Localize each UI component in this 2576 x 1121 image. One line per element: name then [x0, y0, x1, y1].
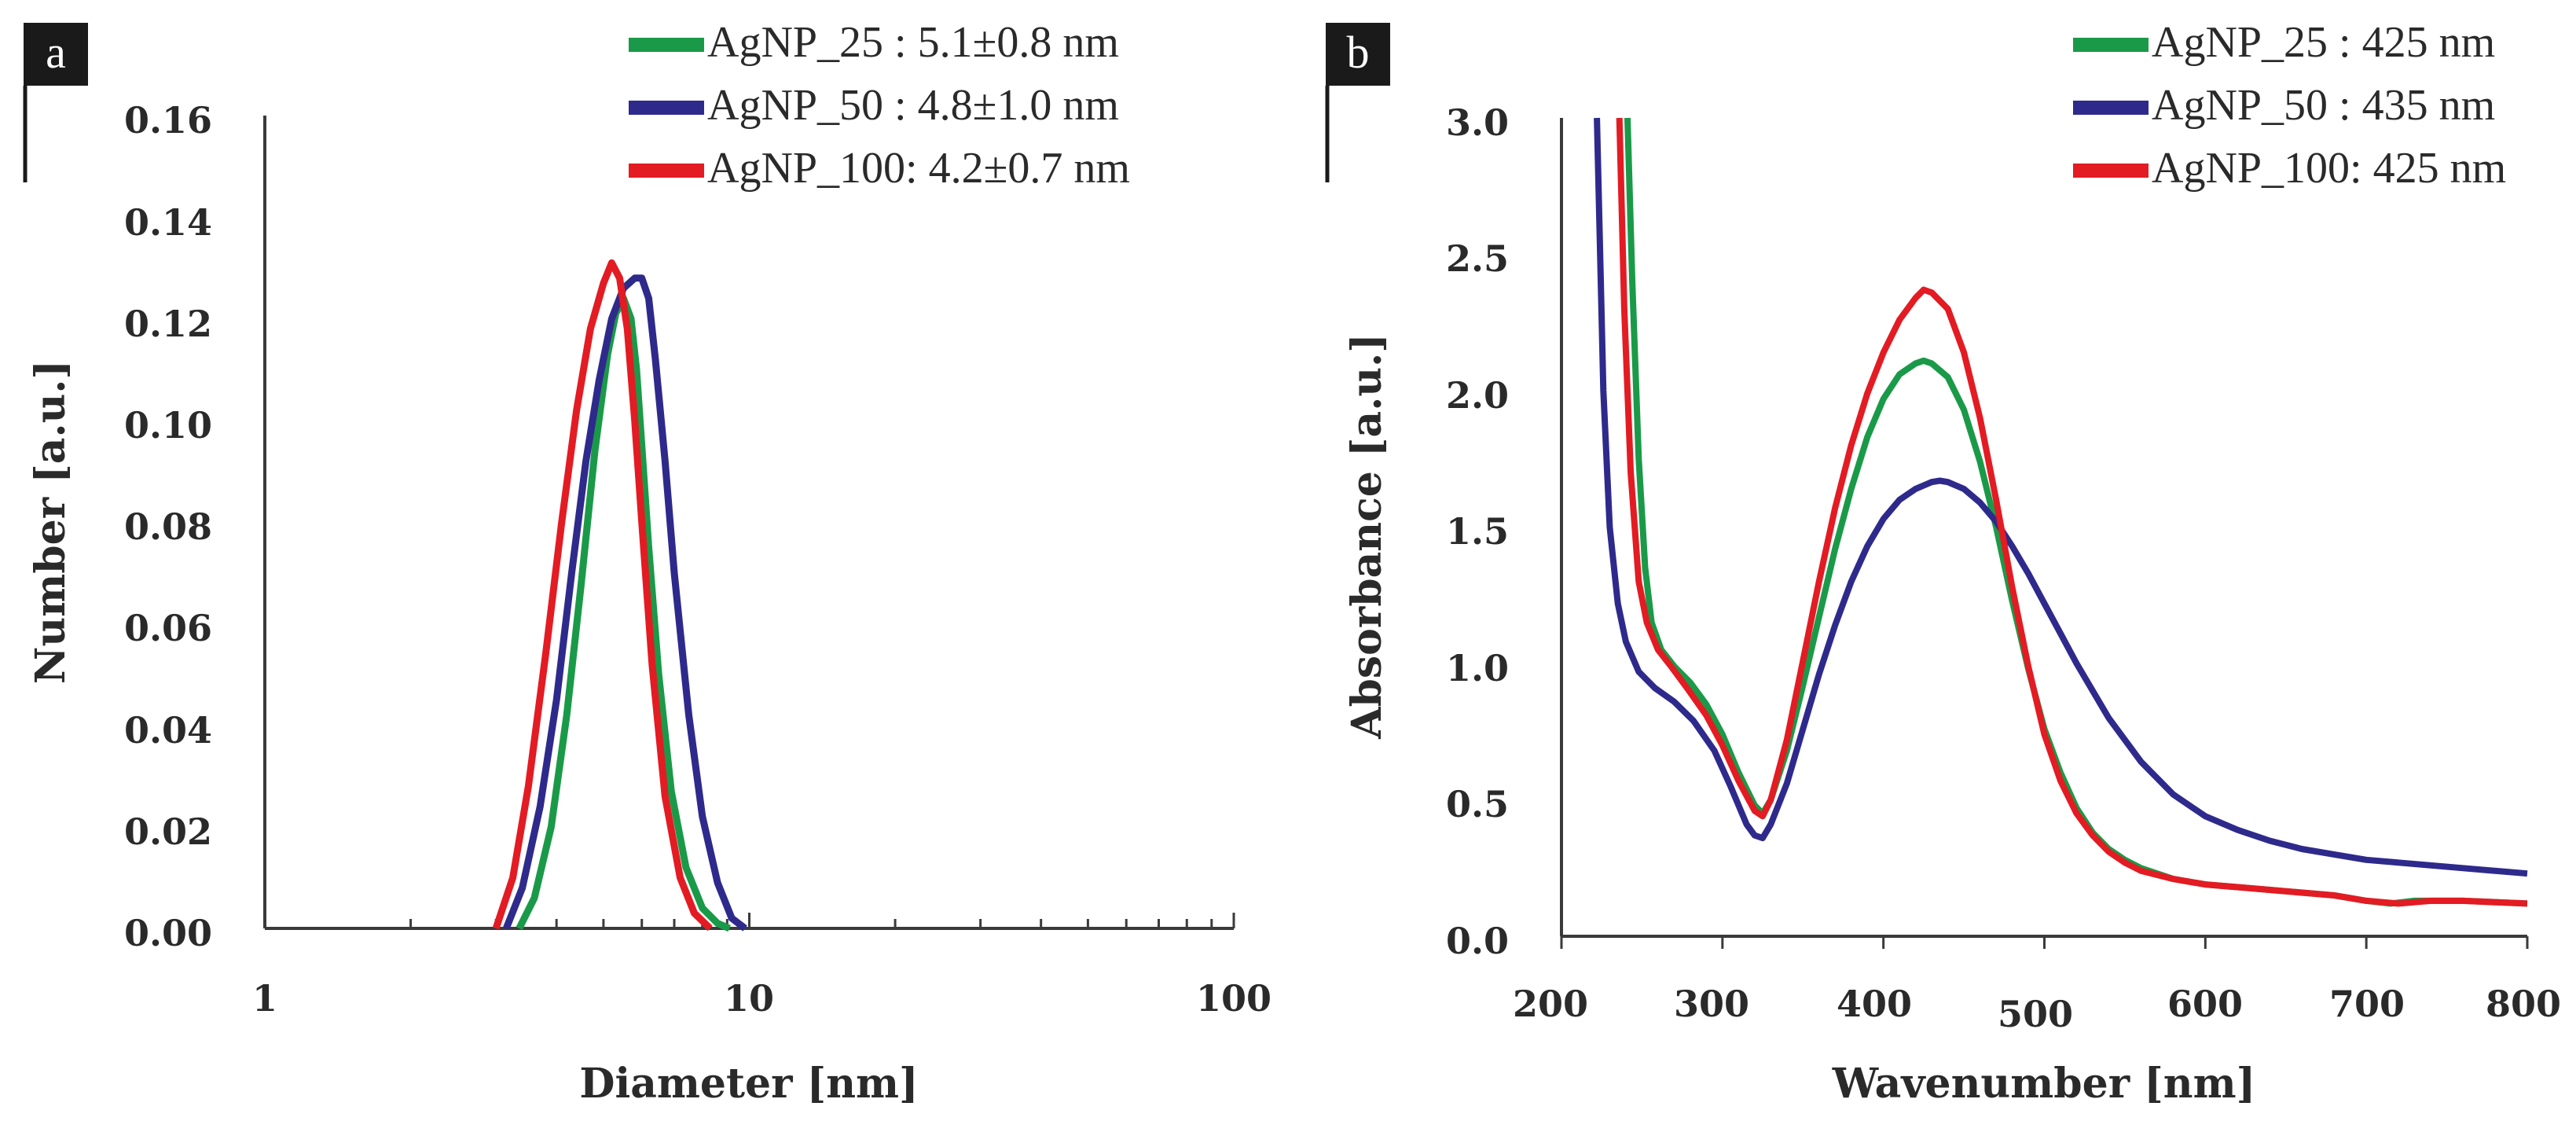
panel-a-legend-text: AgNP_100: 4.2±0.7 nm — [707, 144, 1130, 193]
panel-b-axes — [1560, 118, 2529, 949]
panel-b-label: b — [1347, 27, 1370, 78]
panel-b-ytick-label: 2.0 — [1446, 374, 1509, 417]
panel-a: a 0.16 0.14 0.12 0.10 0.08 0.06 0.04 0.0… — [23, 18, 1271, 1108]
panel-a-ytick-label: 0.14 — [124, 201, 212, 244]
panel-b-ytick-label: 3.0 — [1446, 101, 1509, 144]
panel-b-x-axis-label: Wavenumber [nm] — [1832, 1060, 2255, 1108]
panel-b-ytick-label: 0.5 — [1446, 783, 1509, 825]
panel-b-legend-text: AgNP_50 : 435 nm — [2152, 81, 2495, 130]
panel-a-ytick-label: 0.06 — [124, 607, 212, 649]
panel-b-legend-swatch — [2073, 101, 2149, 115]
panel-a-legend-text: AgNP_50 : 4.8±1.0 nm — [707, 81, 1119, 130]
panel-b-label-box: b — [1325, 23, 1390, 182]
panel-b-legend-entry: AgNP_100: 425 nm — [2073, 144, 2506, 193]
panel-a-legend-entry: AgNP_100: 4.2±0.7 nm — [629, 144, 1130, 193]
panel-a-ytick-label: 0.04 — [124, 709, 212, 752]
panel-a-series-line-agnp50 — [503, 274, 747, 932]
panel-b-series — [1594, 117, 2528, 907]
panel-b-ytick-label: 1.5 — [1446, 510, 1509, 553]
panel-b-series-line-agnp25 — [1624, 117, 2528, 907]
panel-a-legend-text: AgNP_25 : 5.1±0.8 nm — [707, 18, 1119, 67]
panel-b-series-line-agnp100 — [1616, 117, 2528, 907]
panel-a-x-minor-ticks — [263, 913, 1235, 928]
panel-a-ytick-label: 0.00 — [124, 912, 212, 954]
panel-b-legend: AgNP_25 : 425 nm AgNP_50 : 435 nm AgNP_1… — [2073, 18, 2506, 193]
panel-a-y-ticks: 0.16 0.14 0.12 0.10 0.08 0.06 0.04 0.02 … — [124, 99, 212, 954]
panel-a-series-line-agnp25 — [516, 295, 731, 932]
panel-a-xtick-label: 10 — [724, 977, 774, 1020]
panel-b-legend-swatch — [2073, 164, 2149, 178]
panel-b-xtick-label: 500 — [1998, 993, 2073, 1035]
panel-b-xtick-label: 400 — [1837, 983, 1912, 1025]
panel-a-ytick-label: 0.10 — [124, 404, 212, 447]
panel-a-ytick-label: 0.12 — [124, 303, 212, 345]
panel-a-legend-swatch — [629, 101, 704, 115]
panel-b-legend-entry: AgNP_25 : 425 nm — [2073, 18, 2495, 67]
panel-b-x-tick-marks — [1560, 936, 2529, 949]
panel-b-y-axis-label: Absorbance [a.u.] — [1343, 333, 1391, 740]
panel-a-ytick-label: 0.08 — [124, 505, 212, 548]
panel-b-xtick-label: 800 — [2486, 983, 2561, 1025]
panel-a-series — [492, 259, 747, 932]
panel-a-xtick-label: 1 — [252, 977, 277, 1020]
panel-a-axes — [263, 116, 1234, 930]
panel-a-legend-entry: AgNP_25 : 5.1±0.8 nm — [629, 18, 1119, 67]
panel-b-legend-swatch — [2073, 38, 2149, 52]
panel-a-label-bg — [24, 23, 88, 86]
panel-a-x-ticks: 1 10 100 — [252, 913, 1271, 1020]
panel-b-xtick-label: 600 — [2167, 983, 2243, 1025]
panel-b-legend-text: AgNP_25 : 425 nm — [2152, 18, 2495, 67]
panel-a-xtick-label: 100 — [1196, 977, 1271, 1020]
panel-b-series-line-agnp50 — [1594, 117, 2528, 877]
panel-b-legend-text: AgNP_100: 425 nm — [2152, 144, 2506, 193]
panel-b-label-bg — [1326, 23, 1390, 86]
panel-a-label-box: a — [23, 23, 88, 182]
panel-b: b 3.0 2.5 2.0 1.5 1.0 0.5 0.0 200 300 40… — [1325, 18, 2561, 1108]
panel-a-y-axis-label: Number [a.u.] — [27, 360, 75, 684]
panel-b-legend-entry: AgNP_50 : 435 nm — [2073, 81, 2495, 130]
panel-b-y-ticks: 3.0 2.5 2.0 1.5 1.0 0.5 0.0 — [1446, 101, 1509, 962]
panel-b-ytick-label: 1.0 — [1446, 647, 1509, 689]
panel-a-series-line-agnp100 — [492, 259, 713, 932]
panel-a-legend-swatch — [629, 164, 704, 178]
panel-b-x-ticks: 200 300 400 500 600 700 800 — [1513, 983, 2561, 1035]
panel-a-ytick-label: 0.16 — [124, 99, 212, 142]
panel-a-label: a — [46, 27, 66, 78]
panel-a-ytick-label: 0.02 — [124, 810, 212, 853]
panel-a-x-axis-label: Diameter [nm] — [579, 1060, 918, 1108]
panel-a-legend: AgNP_25 : 5.1±0.8 nm AgNP_50 : 4.8±1.0 n… — [629, 18, 1130, 193]
panel-b-xtick-label: 300 — [1674, 983, 1749, 1025]
panel-b-xtick-label: 700 — [2329, 983, 2405, 1025]
panel-b-ytick-label: 2.5 — [1446, 237, 1509, 280]
panel-b-ytick-label: 0.0 — [1446, 920, 1509, 962]
panel-a-legend-swatch — [629, 38, 704, 52]
panel-a-legend-entry: AgNP_50 : 4.8±1.0 nm — [629, 81, 1119, 130]
panel-b-xtick-label: 200 — [1513, 983, 1588, 1025]
